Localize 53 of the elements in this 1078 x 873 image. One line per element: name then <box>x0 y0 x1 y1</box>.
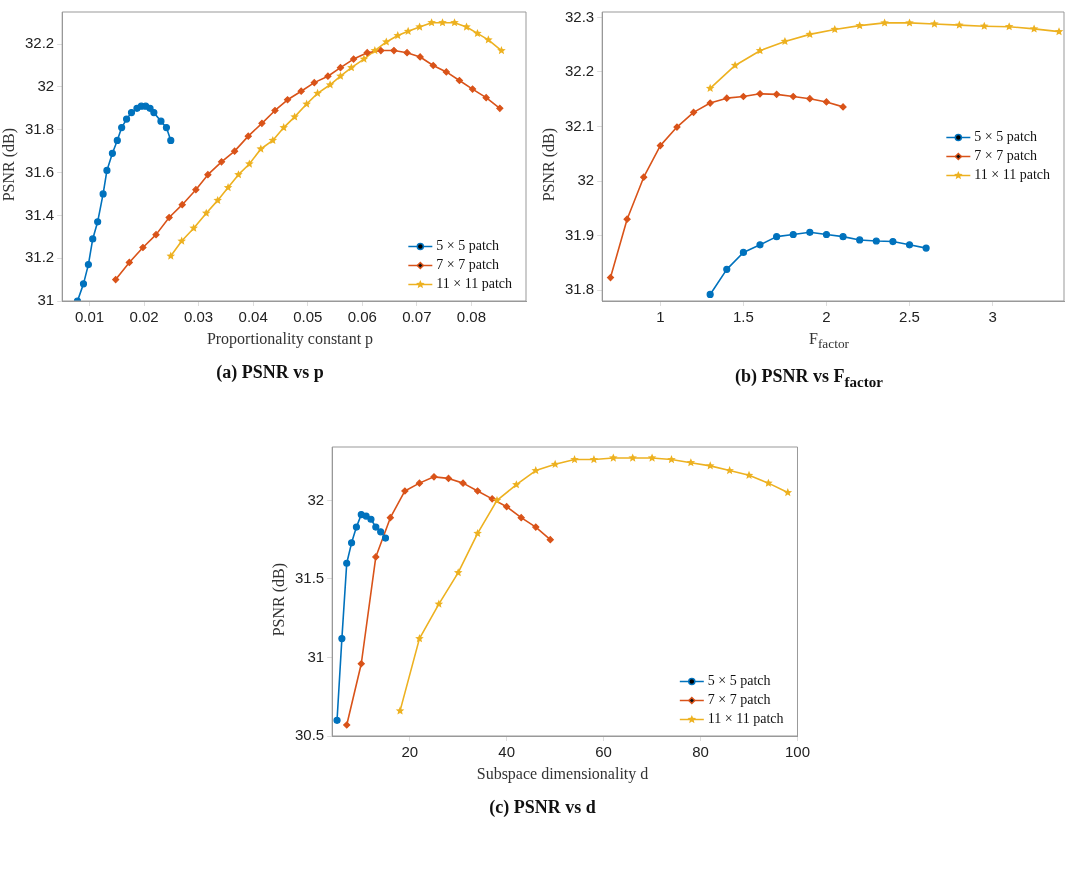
y-tick-label: 31.4 <box>24 205 55 223</box>
legend-label: 11 × 11 patch <box>974 167 1051 183</box>
x-tick-label: 80 <box>692 743 709 761</box>
y-tick-label: 30.5 <box>294 726 325 744</box>
text: (b) PSNR vs F$_{factor}$ <box>734 366 884 391</box>
y-tick-label: 32.1 <box>564 116 595 134</box>
x-axis-title: Proportionality constant p <box>205 330 375 348</box>
x-tick-label: 0.03 <box>184 308 214 326</box>
y-tick-label: 32 <box>577 171 595 189</box>
y-tick-label: 31.9 <box>564 225 595 243</box>
y-tick-label: 31.6 <box>24 162 55 180</box>
y-tick-label: 32.2 <box>564 62 595 80</box>
legend-label: 5 × 5 patch <box>707 673 771 689</box>
y-tick-label: 32.3 <box>564 7 595 25</box>
x-axis-title: F$_{factor}$ <box>808 330 850 353</box>
x-tick-label: 40 <box>498 743 516 761</box>
legend-label: 5 × 5 patch <box>974 129 1038 145</box>
legend-label: 7 × 7 patch <box>974 148 1038 164</box>
x-tick-label: 60 <box>595 743 612 761</box>
x-tick-label: 0.06 <box>347 308 377 326</box>
x-tick-label: 1 <box>656 308 665 326</box>
x-tick-label: 0.01 <box>74 308 105 326</box>
x-tick-label: 100 <box>784 743 810 761</box>
x-tick-label: 1.5 <box>732 308 754 326</box>
x-tick-label: 0.07 <box>402 308 432 326</box>
y-tick-label: 31.8 <box>24 119 55 137</box>
x-tick-label: 20 <box>401 743 419 761</box>
y-tick-label: 32 <box>307 490 325 508</box>
x-tick-label: 0.08 <box>456 308 487 326</box>
x-tick-label: 0.05 <box>293 308 323 326</box>
y-tick-label: 31.8 <box>564 280 595 298</box>
text: (c) PSNR vs d <box>488 797 597 818</box>
x-tick-label: 0.02 <box>129 308 159 326</box>
y-tick-label: 32.2 <box>24 34 55 52</box>
y-axis-title: PSNR (dB) <box>0 128 19 202</box>
x-tick-label: 2.5 <box>899 308 920 326</box>
y-tick-label: 32 <box>37 77 55 95</box>
x-tick-label: 2 <box>822 308 831 326</box>
text: (a) PSNR vs p <box>215 362 325 383</box>
x-tick-label: 3 <box>988 308 997 326</box>
legend-label: 7 × 7 patch <box>707 692 771 708</box>
legend-label: 7 × 7 patch <box>436 257 500 273</box>
y-tick-label: 31 <box>307 647 325 665</box>
legend-label: 11 × 11 patch <box>707 711 784 727</box>
legend-label: 11 × 11 patch <box>436 276 513 292</box>
x-axis-title: Subspace dimensionality d <box>475 765 650 783</box>
y-axis-title: PSNR (dB) <box>540 128 559 202</box>
y-tick-label: 31.2 <box>24 248 55 266</box>
x-tick-label: 0.04 <box>238 308 268 326</box>
y-tick-label: 31 <box>37 291 55 309</box>
y-axis-title: PSNR (dB) <box>270 563 289 637</box>
legend-label: 5 × 5 patch <box>436 238 500 254</box>
y-tick-label: 31.5 <box>294 569 325 587</box>
